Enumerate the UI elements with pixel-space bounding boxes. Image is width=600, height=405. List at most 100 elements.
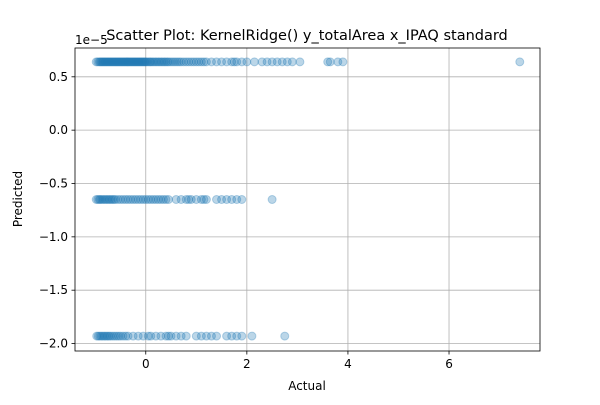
- scatter-point: [130, 57, 140, 67]
- scatter-point: [119, 57, 129, 67]
- scatter-point: [121, 331, 131, 341]
- scatter-point: [242, 57, 252, 67]
- scatter-point: [272, 57, 282, 67]
- scatter-point: [338, 57, 348, 67]
- scatter-point: [217, 57, 227, 67]
- scatter-point: [212, 195, 222, 204]
- scatter-point: [122, 57, 132, 67]
- scatter-point: [134, 57, 144, 67]
- scatter-point: [96, 57, 106, 67]
- grid-layer: [75, 48, 540, 351]
- scatter-point: [97, 195, 107, 204]
- scatter-point: [101, 195, 111, 204]
- scatter-point: [295, 57, 305, 67]
- scatter-point: [118, 331, 128, 341]
- scatter-point: [109, 195, 119, 204]
- scatter-point: [196, 57, 206, 67]
- scatter-point: [143, 57, 153, 67]
- scatter-point: [110, 57, 120, 67]
- scatter-point: [162, 57, 172, 67]
- scatter-point: [92, 331, 102, 341]
- scatter-point: [176, 331, 186, 341]
- scatter-point: [107, 331, 117, 341]
- scatter-point: [121, 57, 131, 67]
- scatter-point: [145, 57, 155, 67]
- scatter-point: [257, 57, 267, 67]
- scatter-point: [267, 57, 277, 67]
- scatter-point: [172, 57, 182, 67]
- scatter-point: [128, 195, 138, 204]
- scatter-point: [139, 57, 149, 67]
- scatter-point: [199, 195, 209, 204]
- scatter-point: [159, 57, 169, 67]
- scatter-point: [102, 331, 112, 341]
- scatter-point: [158, 57, 168, 67]
- scatter-point: [161, 57, 171, 67]
- scatter-point: [201, 195, 211, 204]
- scatter-point: [110, 195, 120, 204]
- scatter-point: [280, 331, 290, 341]
- scatter-point: [151, 195, 161, 204]
- scatter-point: [104, 331, 114, 341]
- scatter-point: [155, 57, 165, 67]
- scatter-point: [118, 195, 128, 204]
- scatter-point: [107, 195, 117, 204]
- scatter-point: [156, 57, 166, 67]
- scatter-point: [156, 195, 166, 204]
- ticks-layer: 0 2 4 6 0.5 0.0 −0.5 −1.0 −1.5 −2.0: [39, 70, 453, 371]
- scatter-point: [140, 57, 150, 67]
- scatter-point: [148, 195, 158, 204]
- scatter-point: [113, 331, 123, 341]
- scatter-point: [247, 331, 257, 341]
- scatter-point: [138, 331, 148, 341]
- scatter-point: [184, 57, 194, 67]
- scatter-point: [176, 195, 186, 204]
- scatter-point: [133, 57, 143, 67]
- y-tick-label: −1.5: [39, 283, 68, 297]
- scatter-point: [161, 331, 171, 341]
- scatter-point: [212, 331, 222, 341]
- scatter-point: [323, 57, 333, 67]
- y-tick-label: −2.0: [39, 337, 68, 351]
- y-offset-label: 1e−5: [75, 33, 108, 47]
- scatter-point: [95, 57, 105, 67]
- scatter-point: [143, 331, 153, 341]
- scatter-point: [123, 57, 133, 67]
- scatter-point: [170, 57, 180, 67]
- scatter-point: [94, 57, 104, 67]
- scatter-point: [206, 57, 216, 67]
- scatter-point: [152, 57, 162, 67]
- scatter-point: [147, 57, 157, 67]
- scatter-point: [111, 331, 121, 341]
- scatter-point: [111, 57, 121, 67]
- scatter-point: [91, 195, 101, 204]
- scatter-point: [138, 195, 148, 204]
- scatter-point: [132, 57, 142, 67]
- scatter-point: [106, 57, 116, 67]
- x-tick-label: 0: [142, 357, 150, 371]
- scatter-point: [153, 57, 163, 67]
- scatter-point: [229, 57, 239, 67]
- scatter-point: [158, 195, 168, 204]
- scatter-point: [106, 195, 116, 204]
- scatter-point: [201, 57, 211, 67]
- scatter-point: [156, 331, 166, 341]
- x-tick-label: 2: [243, 357, 251, 371]
- scatter-point: [109, 331, 119, 341]
- scatter-point: [107, 57, 117, 67]
- scatter-point: [141, 57, 151, 67]
- scatter-point: [128, 331, 138, 341]
- scatter-point: [179, 57, 189, 67]
- scatter-point: [164, 57, 174, 67]
- scatter-point: [109, 57, 119, 67]
- scatter-point: [191, 57, 201, 67]
- scatter-point: [227, 57, 237, 67]
- scatter-point: [97, 57, 107, 67]
- scatter-point: [104, 195, 114, 204]
- scatter-point: [222, 57, 232, 67]
- scatter-point: [149, 57, 159, 67]
- scatter-point: [98, 195, 108, 204]
- scatter-point: [103, 195, 113, 204]
- scatter-point: [137, 57, 147, 67]
- scatter-point: [171, 331, 181, 341]
